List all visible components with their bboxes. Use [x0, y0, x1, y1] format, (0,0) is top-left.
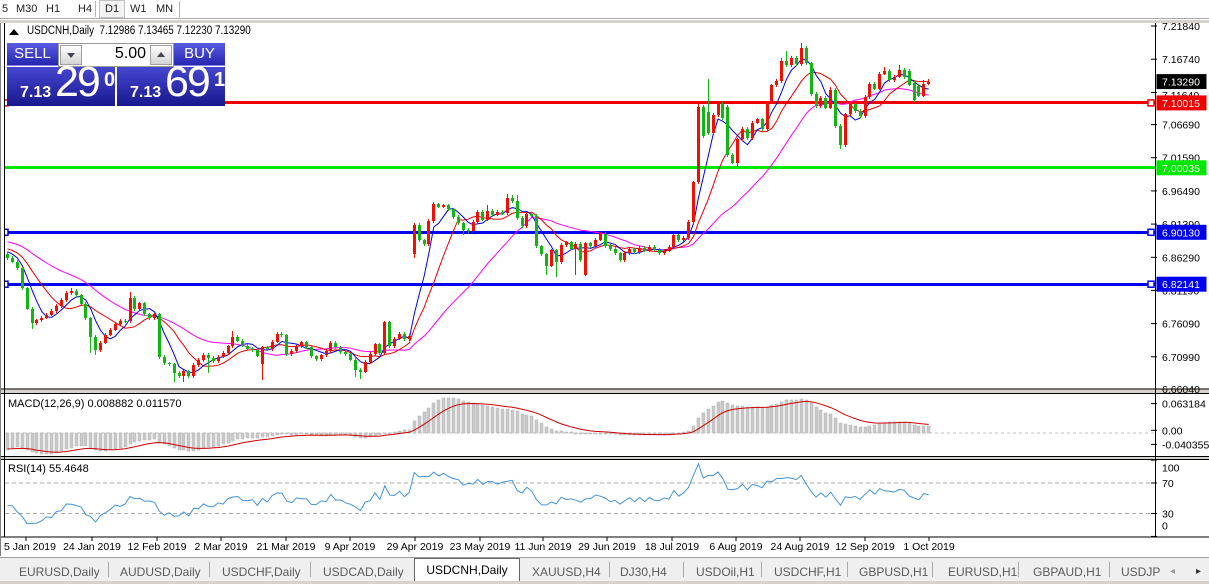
- svg-text:7.00035: 7.00035: [1162, 163, 1200, 175]
- svg-text:21 Mar 2019: 21 Mar 2019: [257, 541, 316, 553]
- svg-text:100: 100: [1162, 463, 1180, 475]
- svg-text:RSI(14) 55.4648: RSI(14) 55.4648: [8, 463, 89, 475]
- svg-text:2 Mar 2019: 2 Mar 2019: [194, 541, 247, 553]
- svg-text:7.06690: 7.06690: [1162, 120, 1200, 132]
- svg-text:7.21840: 7.21840: [1162, 21, 1200, 33]
- svg-text:23 May 2019: 23 May 2019: [450, 541, 511, 553]
- svg-text:12 Feb 2019: 12 Feb 2019: [128, 541, 187, 553]
- svg-text:24 Jan 2019: 24 Jan 2019: [63, 541, 121, 553]
- svg-text:6.70990: 6.70990: [1162, 352, 1200, 364]
- svg-text:-0.040355: -0.040355: [1162, 439, 1209, 451]
- svg-text:6.90130: 6.90130: [1162, 227, 1200, 239]
- svg-text:MACD(12,26,9) 0.008882 0.01157: MACD(12,26,9) 0.008882 0.011570: [8, 398, 181, 410]
- svg-text:6.86290: 6.86290: [1162, 252, 1200, 264]
- svg-text:6.82141: 6.82141: [1162, 279, 1200, 291]
- svg-text:12 Sep 2019: 12 Sep 2019: [835, 541, 895, 553]
- svg-text:0.00: 0.00: [1162, 425, 1183, 437]
- svg-text:6.66040: 6.66040: [1162, 384, 1200, 396]
- svg-text:29 Apr 2019: 29 Apr 2019: [387, 541, 444, 553]
- svg-text:0.063184: 0.063184: [1162, 399, 1206, 411]
- svg-text:5 Jan 2019: 5 Jan 2019: [4, 541, 56, 553]
- svg-text:7.13290: 7.13290: [1162, 77, 1200, 89]
- svg-text:9 Apr 2019: 9 Apr 2019: [325, 541, 376, 553]
- svg-text:7.16740: 7.16740: [1162, 54, 1200, 66]
- svg-text:11 Jun 2019: 11 Jun 2019: [514, 541, 571, 553]
- svg-text:70: 70: [1162, 478, 1174, 490]
- svg-text:1 Oct 2019: 1 Oct 2019: [903, 541, 955, 553]
- svg-text:6.96490: 6.96490: [1162, 186, 1200, 198]
- svg-text:6 Aug 2019: 6 Aug 2019: [709, 541, 762, 553]
- svg-text:6.76090: 6.76090: [1162, 319, 1200, 331]
- svg-text:29 Jun 2019: 29 Jun 2019: [578, 541, 636, 553]
- svg-text:24 Aug 2019: 24 Aug 2019: [771, 541, 830, 553]
- svg-text:7.10015: 7.10015: [1162, 98, 1200, 110]
- svg-text:30: 30: [1162, 509, 1174, 521]
- svg-text:0: 0: [1162, 521, 1168, 533]
- svg-text:18 Jul 2019: 18 Jul 2019: [645, 541, 699, 553]
